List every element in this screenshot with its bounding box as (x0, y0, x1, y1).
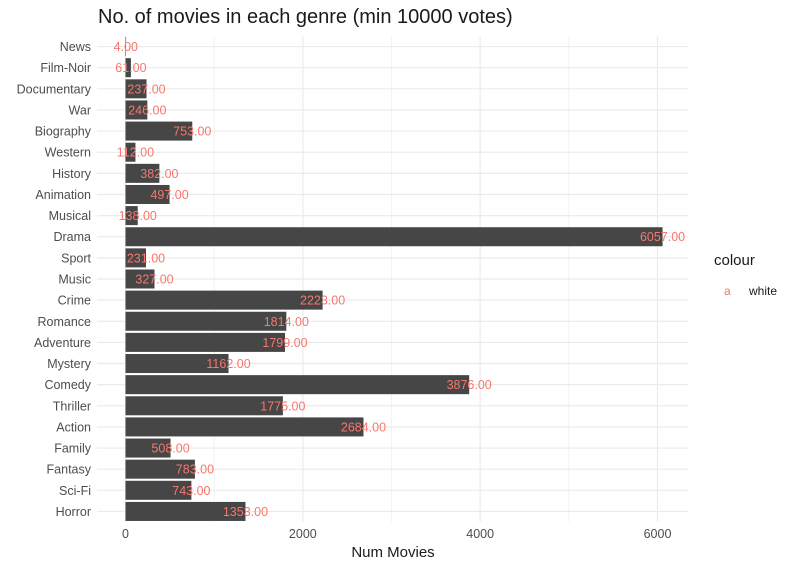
x-tick-label: 4000 (466, 527, 494, 541)
y-tick-label: Horror (56, 505, 91, 519)
data-label: 783.00 (176, 463, 214, 477)
data-label: 246.00 (128, 103, 166, 117)
data-label: 1775.00 (260, 399, 305, 413)
data-label: 382.00 (140, 167, 178, 181)
data-label: 1799.00 (262, 336, 307, 350)
bar (125, 269, 155, 289)
y-tick-label: Drama (53, 230, 91, 244)
bar (125, 501, 246, 521)
data-label: 497.00 (150, 188, 188, 202)
data-label: 2684.00 (341, 420, 386, 434)
bar (125, 396, 283, 416)
x-tick-label: 6000 (644, 527, 672, 541)
data-label: 237.00 (127, 82, 165, 96)
data-label: 61.00 (115, 61, 146, 75)
data-label: 327.00 (135, 273, 173, 287)
data-label: 2223.00 (300, 294, 345, 308)
bar (125, 142, 136, 162)
y-tick-label: Music (58, 273, 91, 287)
y-tick-label: Film-Noir (40, 61, 91, 75)
bar (125, 332, 286, 352)
bar (125, 227, 663, 247)
y-tick-label: Western (45, 146, 91, 160)
legend-title: colour (714, 252, 755, 269)
bar (125, 206, 138, 226)
bar (125, 121, 193, 141)
legend-key: a (724, 284, 731, 298)
bar (125, 58, 131, 78)
data-label: 1162.00 (206, 357, 250, 371)
y-tick-label: Sci-Fi (59, 484, 91, 498)
bar (125, 417, 364, 437)
data-label: 743.00 (172, 484, 210, 498)
y-tick-label: Romance (38, 315, 92, 329)
data-label: 3876.00 (447, 378, 492, 392)
data-label: 1814.00 (264, 315, 309, 329)
x-tick-label: 2000 (289, 527, 317, 541)
bar (125, 163, 160, 183)
bar (125, 79, 147, 99)
y-tick-label: History (52, 167, 92, 181)
bar (125, 37, 126, 57)
legend: colour a white (714, 252, 777, 298)
y-tick-label: Biography (35, 125, 92, 139)
bar (125, 248, 146, 268)
bar (125, 459, 195, 479)
y-tick-label: Sport (61, 251, 91, 265)
legend-label: white (749, 284, 778, 298)
data-label: 112.00 (117, 146, 154, 160)
bar (125, 311, 287, 331)
y-tick-label: Fantasy (47, 463, 92, 477)
y-tick-label: Thriller (53, 399, 91, 413)
bar (125, 480, 192, 500)
x-tick-label: 0 (122, 527, 129, 541)
data-label: 753.00 (173, 125, 211, 139)
bar (125, 375, 470, 395)
bar (125, 354, 229, 374)
y-tick-label: Adventure (34, 336, 91, 350)
data-label: 231.00 (127, 251, 165, 265)
y-tick-label: Action (56, 420, 91, 434)
data-label: 508.00 (151, 442, 189, 456)
y-tick-label: Documentary (17, 82, 92, 96)
chart-title: No. of movies in each genre (min 10000 v… (98, 6, 513, 28)
y-tick-label: Crime (58, 294, 91, 308)
y-tick-label: News (60, 40, 91, 54)
data-label: 4.00 (114, 40, 138, 54)
y-tick-label: Musical (49, 209, 91, 223)
data-label: 1353.00 (223, 505, 268, 519)
y-tick-label: War (69, 103, 91, 117)
y-tick-label: Mystery (47, 357, 92, 371)
bar (125, 290, 323, 310)
bar (125, 438, 171, 458)
y-tick-label: Comedy (44, 378, 91, 392)
data-label: 6057.00 (640, 230, 685, 244)
bar (125, 100, 148, 120)
y-tick-label: Animation (35, 188, 91, 202)
y-tick-label: Family (54, 442, 92, 456)
data-label: 138.00 (119, 209, 157, 223)
bar (125, 184, 170, 204)
x-axis-label: Num Movies (351, 544, 435, 561)
